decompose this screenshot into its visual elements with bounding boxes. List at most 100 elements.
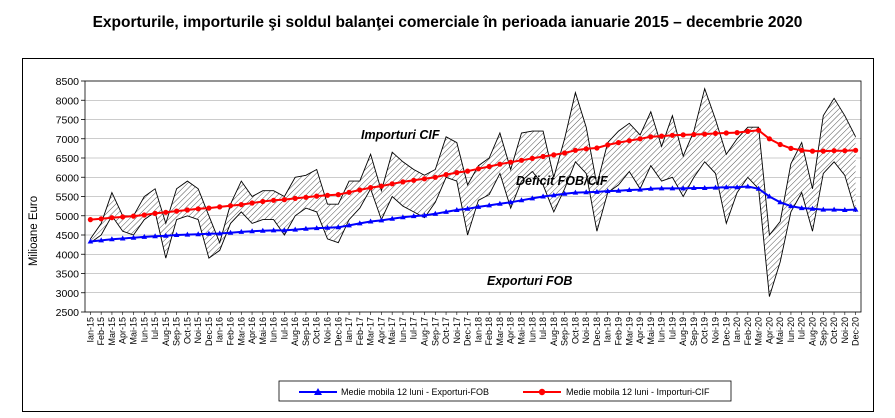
- data-point-ma-imports: [572, 147, 579, 153]
- data-point-ma-exports: [432, 210, 439, 216]
- data-point-ma-exports: [152, 233, 158, 239]
- x-tick-label: Feb-19: [614, 317, 624, 346]
- y-tick-label: 7000: [56, 134, 80, 146]
- data-point-ma-imports: [303, 194, 309, 200]
- data-point-ma-exports: [745, 183, 751, 189]
- chart-frame: 2500 3000 3500 4000 4500 5000 5500 6000 6500 7000…: [22, 58, 874, 412]
- x-tick-label: Apr-20: [764, 317, 774, 344]
- data-point-ma-exports: [335, 224, 342, 230]
- deficit-area: [90, 88, 856, 297]
- data-point-ma-exports: [712, 184, 719, 190]
- data-point-ma-imports: [659, 133, 665, 139]
- data-point-ma-imports: [314, 193, 320, 199]
- data-point-ma-imports: [98, 216, 104, 222]
- data-point-ma-exports: [648, 185, 654, 191]
- x-tick-label: Mar-20: [754, 317, 764, 346]
- series-line-ma-exports: [90, 185, 856, 243]
- x-tick-label: Dec-19: [721, 317, 731, 346]
- data-point-ma-exports: [216, 230, 223, 236]
- data-point-ma-exports: [357, 220, 363, 226]
- x-tick-label: Feb-18: [484, 317, 494, 346]
- y-tick-label: 3500: [56, 269, 80, 281]
- x-tick-label: Ian-20: [732, 317, 742, 343]
- x-tick-label: Apr-18: [506, 317, 516, 344]
- y-tick-label: 5000: [56, 211, 80, 223]
- x-tick-label: Iun-18: [527, 317, 537, 343]
- x-tick-label: Iul-17: [409, 317, 419, 340]
- data-point-ma-imports: [756, 127, 762, 133]
- data-point-ma-exports: [163, 232, 169, 238]
- data-point-ma-exports: [195, 231, 201, 237]
- x-tick-label: Iun-15: [139, 317, 149, 343]
- data-point-ma-exports: [303, 225, 309, 231]
- data-point-ma-exports: [346, 222, 352, 228]
- annotation-exporturi-fob: Exporturi FOB: [487, 274, 572, 288]
- x-tick-label: Oct-17: [441, 317, 451, 344]
- data-point-ma-imports: [281, 197, 287, 203]
- x-tick-label: Sep-15: [172, 317, 182, 346]
- data-point-ma-exports: [680, 185, 686, 191]
- data-point-ma-exports: [184, 231, 191, 237]
- x-tick-label: Apr-17: [376, 317, 386, 344]
- x-tick-label: Noi-20: [840, 317, 850, 344]
- data-point-ma-exports: [529, 195, 536, 201]
- data-point-ma-imports: [777, 141, 783, 148]
- data-point-ma-imports: [540, 153, 546, 160]
- x-tick-label: Oct-20: [829, 317, 839, 344]
- data-point-ma-exports: [604, 188, 611, 194]
- data-point-ma-imports: [691, 131, 697, 138]
- data-point-ma-exports: [497, 200, 503, 206]
- data-point-ma-exports: [777, 199, 783, 205]
- data-point-ma-exports: [410, 213, 417, 219]
- data-point-ma-exports: [572, 189, 579, 195]
- data-point-ma-imports: [648, 134, 654, 140]
- data-point-ma-imports: [734, 130, 740, 136]
- data-point-ma-imports: [368, 185, 374, 191]
- data-point-ma-imports: [120, 214, 126, 220]
- data-point-ma-imports: [486, 163, 492, 170]
- data-point-ma-exports: [551, 192, 557, 198]
- series-line-exporturi-fob: [90, 160, 857, 297]
- data-point-ma-exports: [820, 206, 827, 212]
- data-point-ma-imports: [551, 152, 557, 158]
- data-point-ma-exports: [292, 226, 298, 232]
- x-tick-label: Aug-20: [808, 317, 818, 346]
- chart-title: Exporturile, importurile şi soldul balan…: [92, 14, 803, 31]
- data-point-ma-imports: [745, 128, 751, 134]
- x-tick-label: Mai-18: [517, 317, 527, 345]
- x-tick-label: Mai-16: [258, 317, 268, 345]
- data-point-ma-exports: [637, 186, 643, 192]
- y-tick-label: 6000: [56, 172, 80, 184]
- data-point-ma-exports: [788, 203, 794, 209]
- data-point-ma-exports: [249, 228, 255, 234]
- data-point-ma-imports: [712, 130, 719, 136]
- x-tick-label: Ian-16: [215, 317, 225, 343]
- x-tick-label: Feb-15: [96, 317, 106, 346]
- annotation-importuri-cif: Importuri CIF: [361, 128, 440, 142]
- x-tick-label: Iun-20: [786, 317, 796, 343]
- y-tick-label: 6500: [56, 153, 80, 165]
- data-point-ma-exports: [615, 187, 622, 193]
- data-point-ma-exports: [443, 208, 449, 214]
- data-point-ma-exports: [421, 212, 428, 218]
- data-point-ma-imports: [518, 157, 525, 163]
- x-tick-label: Sep-20: [818, 317, 828, 346]
- x-tick-label: Iun-17: [398, 317, 408, 343]
- data-point-ma-imports: [680, 132, 686, 138]
- data-point-ma-imports: [152, 210, 158, 216]
- x-tick-label: Dec-18: [592, 317, 602, 346]
- data-point-ma-exports: [130, 234, 137, 240]
- x-tick-label: Ian-15: [85, 317, 95, 343]
- data-point-ma-exports: [378, 217, 385, 223]
- data-point-ma-exports: [831, 206, 837, 212]
- data-point-ma-exports: [227, 229, 234, 235]
- x-tick-label: Iun-16: [269, 317, 279, 343]
- data-point-ma-exports: [206, 230, 212, 236]
- data-point-ma-exports: [507, 199, 514, 205]
- data-point-ma-imports: [529, 155, 535, 161]
- data-point-ma-exports: [734, 184, 740, 190]
- x-tick-label: Feb-20: [743, 317, 753, 346]
- x-tick-label: Aug-17: [420, 317, 430, 346]
- x-tick-label: Iul-16: [279, 317, 289, 340]
- x-tick-label: Apr-19: [635, 317, 645, 344]
